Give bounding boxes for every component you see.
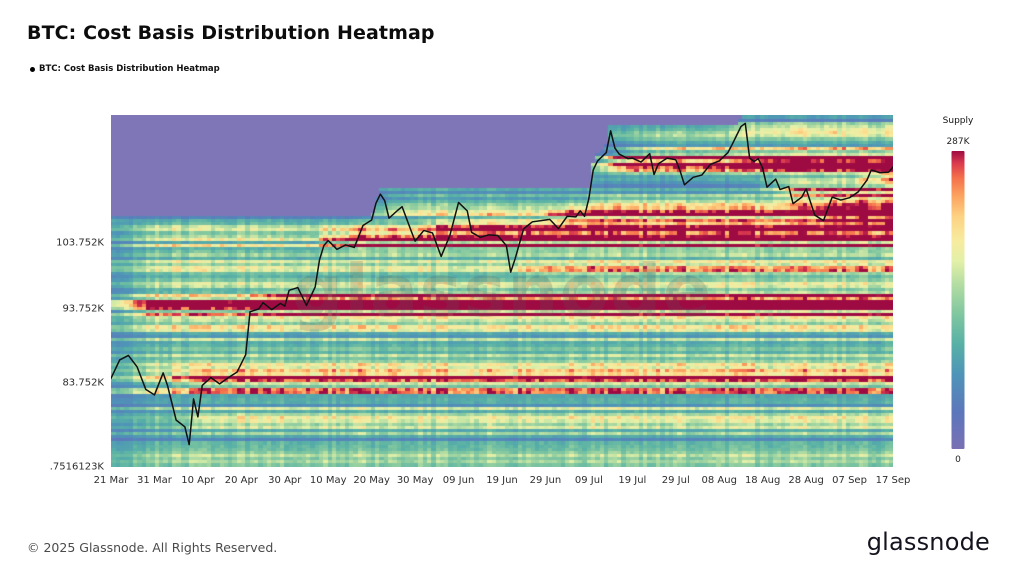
x-axis-label: 29 Jun — [529, 475, 562, 486]
x-axis-label: 08 Aug — [701, 475, 737, 486]
x-axis-label: 28 Aug — [788, 475, 824, 486]
colorbar-max-label: 287K — [946, 137, 970, 147]
colorbar-title: Supply — [942, 116, 974, 126]
page-title: BTC: Cost Basis Distribution Heatmap — [27, 22, 435, 44]
x-axis-label: 09 Jun — [442, 475, 475, 486]
x-axis-label: 10 May — [309, 475, 347, 486]
x-axis-label: 30 Apr — [268, 475, 302, 486]
colorbar-gradient — [951, 151, 965, 449]
x-axis-label: 19 Jul — [618, 475, 647, 486]
x-axis-label: 07 Sep — [832, 475, 867, 486]
y-axis-label: .7516123K — [49, 461, 104, 473]
x-axis-label: 21 Mar — [93, 475, 129, 486]
y-axis-label: 103.752K — [56, 237, 104, 249]
copyright-text: © 2025 Glassnode. All Rights Reserved. — [27, 540, 278, 555]
x-axis-label: 19 Jun — [486, 475, 518, 486]
x-axis-label: 20 May — [353, 475, 390, 486]
x-axis-label: 18 Aug — [744, 475, 781, 486]
colorbar: Supply 287K 0 — [928, 116, 988, 468]
y-axis-label: 93.752K — [62, 303, 104, 315]
x-axis-label: 29 Jul — [661, 475, 690, 486]
price-line-canvas — [111, 115, 893, 467]
x-axis-label: 10 Apr — [181, 475, 215, 486]
y-axis-label: 83.752K — [62, 377, 104, 389]
y-axis: 103.752K 93.752K 83.752K .7516123K — [18, 115, 104, 472]
colorbar-min-label: 0 — [955, 455, 961, 465]
legend-marker-dot-icon — [30, 66, 35, 72]
x-axis-label: 31 Mar — [137, 475, 172, 486]
chart-plot-area[interactable]: glassnode — [111, 115, 893, 467]
x-axis-label: 20 Apr — [224, 475, 258, 486]
x-axis-label: 09 Jul — [574, 475, 603, 486]
glassnode-logo: glassnode — [866, 528, 990, 556]
legend-item-label: BTC: Cost Basis Distribution Heatmap — [39, 64, 220, 74]
legend[interactable]: BTC: Cost Basis Distribution Heatmap — [30, 64, 220, 74]
x-axis: 21 Mar 31 Mar 10 Apr 20 Apr 30 Apr 10 May 20 M… — [94, 475, 911, 491]
x-axis-label: 30 May — [396, 475, 434, 486]
x-axis-label: 17 Sep — [875, 475, 911, 486]
